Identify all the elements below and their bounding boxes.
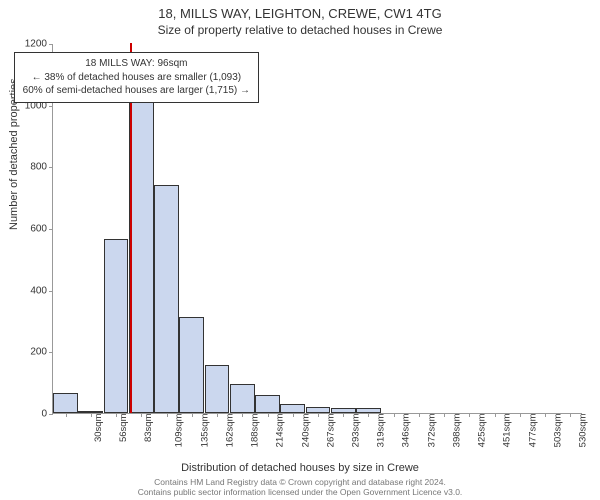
y-tick-label: 1200 bbox=[17, 39, 47, 50]
y-tick-label: 800 bbox=[17, 162, 47, 173]
x-tick-label: 319sqm bbox=[376, 414, 387, 448]
x-tick-mark bbox=[167, 413, 168, 417]
x-tick-mark bbox=[268, 413, 269, 417]
bar bbox=[104, 239, 129, 413]
x-tick-mark bbox=[66, 413, 67, 417]
x-tick-label: 503sqm bbox=[552, 414, 563, 448]
footer-line-1: Contains HM Land Registry data © Crown c… bbox=[0, 477, 600, 488]
bar bbox=[255, 395, 280, 414]
y-tick-label: 0 bbox=[17, 409, 47, 420]
x-tick-mark bbox=[343, 413, 344, 417]
x-tick-mark bbox=[469, 413, 470, 417]
x-tick-label: 293sqm bbox=[350, 414, 361, 448]
y-tick-mark bbox=[49, 44, 53, 45]
x-tick-mark bbox=[293, 413, 294, 417]
bar bbox=[230, 384, 255, 413]
x-tick-label: 30sqm bbox=[93, 414, 104, 443]
bar bbox=[129, 86, 154, 413]
page-title: 18, MILLS WAY, LEIGHTON, CREWE, CW1 4TG bbox=[0, 0, 600, 21]
info-line-1: 18 MILLS WAY: 96sqm bbox=[23, 57, 250, 71]
x-tick-label: 240sqm bbox=[300, 414, 311, 448]
x-tick-label: 214sqm bbox=[275, 414, 286, 448]
x-tick-mark bbox=[141, 413, 142, 417]
x-tick-mark bbox=[242, 413, 243, 417]
x-tick-label: 162sqm bbox=[224, 414, 235, 448]
bar bbox=[154, 185, 179, 413]
y-tick-mark bbox=[49, 167, 53, 168]
x-tick-mark bbox=[570, 413, 571, 417]
footer-line-2: Contains public sector information licen… bbox=[0, 487, 600, 498]
x-tick-mark bbox=[192, 413, 193, 417]
info-line-2: ← 38% of detached houses are smaller (1,… bbox=[23, 71, 250, 85]
x-tick-label: 530sqm bbox=[577, 414, 588, 448]
x-tick-label: 267sqm bbox=[325, 414, 336, 448]
y-tick-label: 400 bbox=[17, 285, 47, 296]
x-tick-label: 425sqm bbox=[477, 414, 488, 448]
bar bbox=[53, 393, 78, 413]
x-tick-label: 56sqm bbox=[118, 414, 129, 443]
x-tick-label: 451sqm bbox=[502, 414, 513, 448]
info-line-3: 60% of semi-detached houses are larger (… bbox=[23, 84, 250, 98]
y-tick-mark bbox=[49, 291, 53, 292]
x-tick-label: 346sqm bbox=[401, 414, 412, 448]
bar bbox=[205, 365, 230, 413]
y-tick-mark bbox=[49, 229, 53, 230]
x-tick-mark bbox=[520, 413, 521, 417]
x-tick-label: 188sqm bbox=[249, 414, 260, 448]
y-tick-label: 600 bbox=[17, 224, 47, 235]
y-tick-mark bbox=[49, 106, 53, 107]
bar bbox=[179, 317, 204, 413]
x-tick-mark bbox=[495, 413, 496, 417]
x-axis-label: Distribution of detached houses by size … bbox=[0, 462, 600, 474]
x-tick-mark bbox=[394, 413, 395, 417]
x-tick-mark bbox=[419, 413, 420, 417]
x-tick-mark bbox=[318, 413, 319, 417]
chart-subtitle: Size of property relative to detached ho… bbox=[0, 21, 600, 41]
x-tick-label: 372sqm bbox=[426, 414, 437, 448]
x-tick-label: 398sqm bbox=[451, 414, 462, 448]
x-tick-mark bbox=[545, 413, 546, 417]
x-tick-mark bbox=[91, 413, 92, 417]
y-tick-mark bbox=[49, 352, 53, 353]
bar bbox=[280, 404, 305, 413]
footer: Contains HM Land Registry data © Crown c… bbox=[0, 477, 600, 498]
x-tick-label: 83sqm bbox=[143, 414, 154, 443]
x-tick-label: 477sqm bbox=[527, 414, 538, 448]
y-tick-mark bbox=[49, 414, 53, 415]
x-tick-mark bbox=[444, 413, 445, 417]
info-box: 18 MILLS WAY: 96sqm ← 38% of detached ho… bbox=[14, 52, 259, 103]
x-tick-label: 109sqm bbox=[174, 414, 185, 448]
x-tick-mark bbox=[217, 413, 218, 417]
x-tick-label: 135sqm bbox=[199, 414, 210, 448]
x-tick-mark bbox=[368, 413, 369, 417]
y-tick-label: 200 bbox=[17, 347, 47, 358]
x-tick-mark bbox=[116, 413, 117, 417]
